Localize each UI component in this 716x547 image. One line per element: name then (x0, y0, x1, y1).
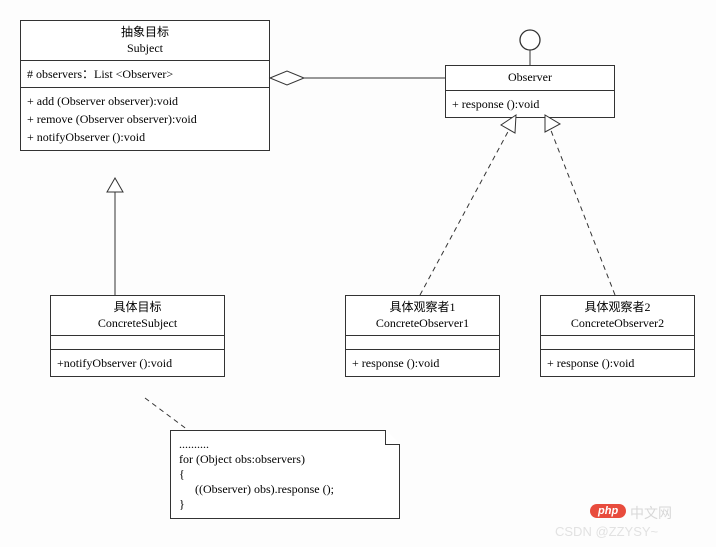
operations-section: + response ():void (446, 91, 614, 117)
operations-section: +notifyObserver ():void (51, 350, 224, 376)
attributes-section: # observers：List <Observer> (21, 61, 269, 88)
class-name-section: Observer (446, 66, 614, 91)
interface-circle-icon (520, 30, 540, 50)
operations-section: + add (Observer observer):void + remove … (21, 88, 269, 150)
class-name-en: ConcreteObserver1 (352, 316, 493, 332)
class-observer: Observer + response ():void (445, 65, 615, 118)
diamond-icon (270, 71, 304, 85)
class-name-section: 抽象目标 Subject (21, 21, 269, 61)
note-line: .......... (179, 437, 391, 452)
class-concrete-observer-1: 具体观察者1 ConcreteObserver1 + response ():v… (345, 295, 500, 377)
csdn-watermark: CSDN @ZZYSY~ (555, 524, 658, 539)
note-line: } (179, 497, 391, 512)
class-name-cn: 抽象目标 (27, 25, 263, 41)
operation: + response ():void (547, 354, 688, 372)
operation: + notifyObserver ():void (27, 128, 263, 146)
edge-realization-obs1 (420, 128, 510, 295)
note-line: ((Observer) obs).response (); (179, 482, 391, 497)
uml-diagram-canvas: 抽象目标 Subject # observers：List <Observer>… (0, 0, 716, 547)
operations-section: + response ():void (541, 350, 694, 376)
class-concrete-observer-2: 具体观察者2 ConcreteObserver2 + response ():v… (540, 295, 695, 377)
triangle-arrow-icon (107, 178, 123, 192)
operation: + response ():void (452, 95, 608, 113)
operation: + response ():void (352, 354, 493, 372)
operation: +notifyObserver ():void (57, 354, 218, 372)
class-name-section: 具体观察者2 ConcreteObserver2 (541, 296, 694, 336)
attributes-section (346, 336, 499, 350)
cn-site-watermark: 中文网 (630, 503, 672, 523)
class-name-cn: 具体观察者1 (352, 300, 493, 316)
class-name-section: 具体目标 ConcreteSubject (51, 296, 224, 336)
class-name-en: Subject (27, 41, 263, 57)
php-badge-watermark: php (590, 504, 626, 518)
attribute: # observers：List <Observer> (27, 65, 263, 83)
class-subject: 抽象目标 Subject # observers：List <Observer>… (20, 20, 270, 151)
attributes-section (51, 336, 224, 350)
operation: + add (Observer observer):void (27, 92, 263, 110)
class-name-cn: 具体目标 (57, 300, 218, 316)
note-fold-icon (385, 430, 400, 445)
uml-note: .......... for (Object obs:observers) { … (170, 430, 400, 519)
class-name-en: ConcreteSubject (57, 316, 218, 332)
class-name-section: 具体观察者1 ConcreteObserver1 (346, 296, 499, 336)
attributes-section (541, 336, 694, 350)
edge-realization-obs2 (550, 128, 615, 295)
class-name-en: Observer (452, 70, 608, 86)
edge-note-link (145, 398, 188, 430)
note-line: for (Object obs:observers) (179, 452, 391, 467)
class-name-en: ConcreteObserver2 (547, 316, 688, 332)
note-line: { (179, 467, 391, 482)
class-concrete-subject: 具体目标 ConcreteSubject +notifyObserver ():… (50, 295, 225, 377)
triangle-arrow-icon (501, 115, 516, 133)
operation: + remove (Observer observer):void (27, 110, 263, 128)
operations-section: + response ():void (346, 350, 499, 376)
class-name-cn: 具体观察者2 (547, 300, 688, 316)
